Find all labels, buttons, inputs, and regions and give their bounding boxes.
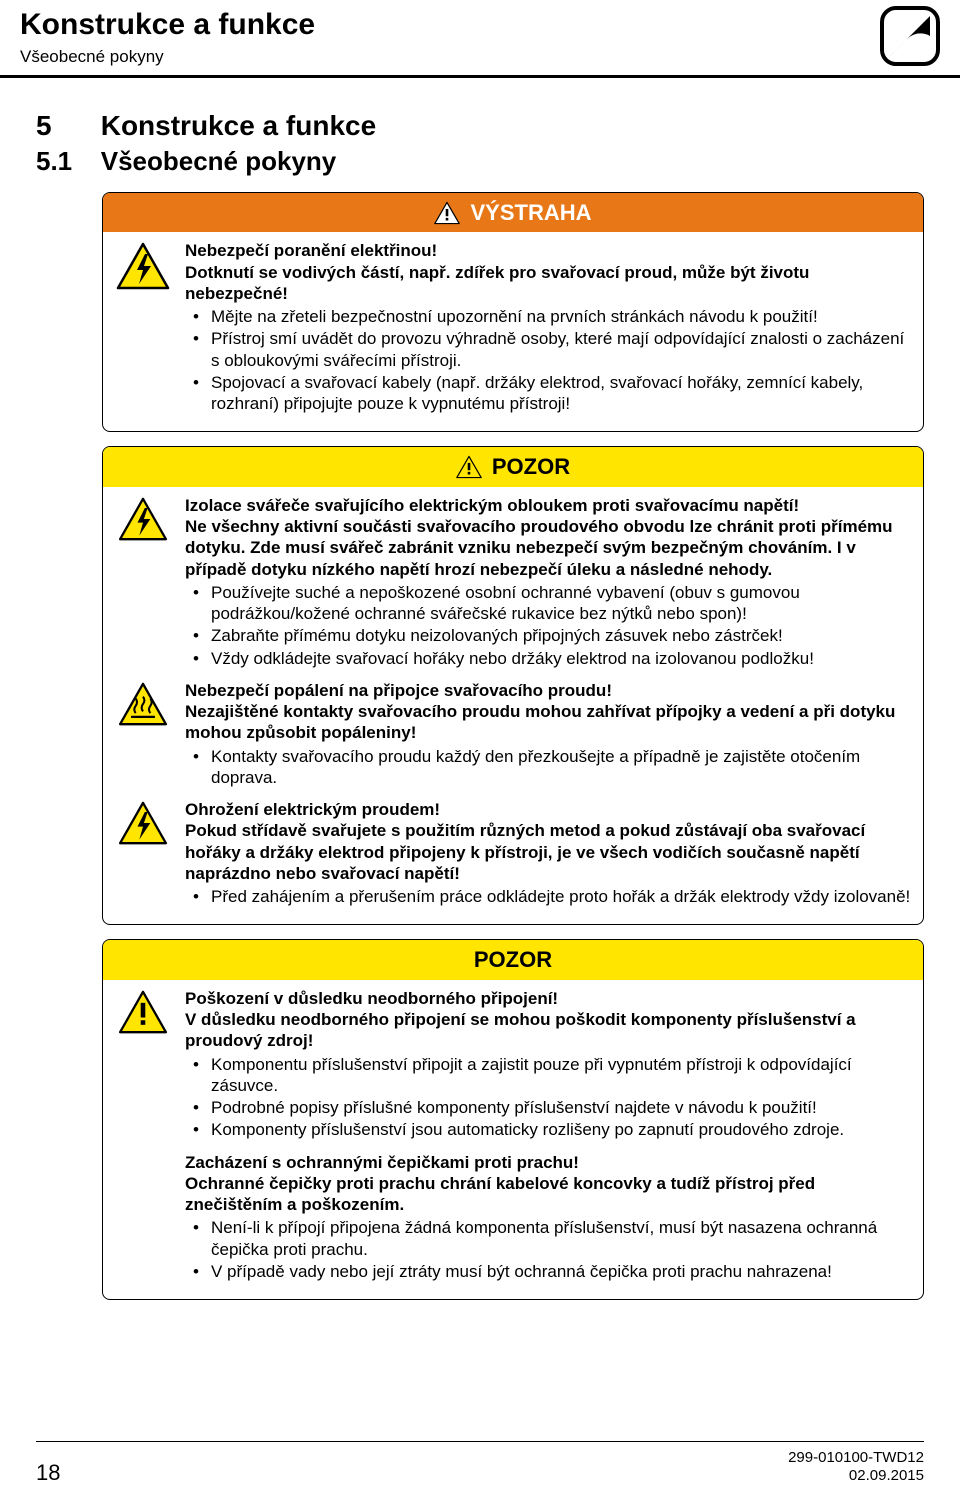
page-number: 18 — [36, 1459, 60, 1487]
content: 5 Konstrukce a funkce 5.1 Všeobecné poky… — [0, 78, 960, 1300]
c2g1-item: Podrobné popisy příslušné komponenty pří… — [211, 1097, 911, 1118]
c1g1-item: Vždy odkládejte svařovací hořáky nebo dr… — [211, 648, 911, 669]
caution-box-2: POZOR Poškození v důsledku neodborného p… — [102, 939, 924, 1300]
electric-hazard-icon — [118, 801, 168, 845]
warning-triangle-icon — [456, 455, 482, 479]
c2g2-item: Není-li k přípojí připojena žádná kompon… — [211, 1217, 911, 1260]
c2g2-bold-1: Zacházení s ochrannými čepičkami proti p… — [185, 1152, 911, 1173]
c1g1-bold-2: Ne všechny aktivní součásti svařovacího … — [185, 516, 911, 580]
warning-box: VÝSTRAHA Nebezpečí poranění elektřinou! … — [102, 192, 924, 433]
warning-body: Nebezpečí poranění elektřinou! Dotknutí … — [103, 232, 923, 431]
header-subtitle: Všeobecné pokyny — [20, 46, 315, 67]
warn-item: Přístroj smí uvádět do provozu výhradně … — [211, 328, 911, 371]
footer-right: 299-010100-TWD12 02.09.2015 — [788, 1449, 924, 1487]
c2g2-item: V případě vady nebo její ztráty musí být… — [211, 1261, 911, 1282]
footer: 18 299-010100-TWD12 02.09.2015 — [0, 1449, 960, 1487]
c2g1-bold-1: Poškození v důsledku neodborného připoje… — [185, 988, 911, 1009]
c2g2-bold-2: Ochranné čepičky proti prachu chrání kab… — [185, 1173, 911, 1216]
c1g3-bold-2: Pokud střídavě svařujete s použitím různ… — [185, 820, 911, 884]
header-title: Konstrukce a funkce — [20, 6, 315, 44]
c1g2-item: Kontakty svařovacího proudu každý den př… — [211, 746, 911, 789]
subsection-number: 5.1 — [36, 145, 96, 178]
brand-logo — [880, 6, 940, 71]
c1g1-bold-1: Izolace svářeče svařujícího elektrickým … — [185, 495, 911, 516]
warn-item: Spojovací a svařovací kabely (např. držá… — [211, 372, 911, 415]
warn-bold-2: Dotknutí se vodivých částí, např. zdířek… — [185, 262, 911, 305]
general-warning-icon — [118, 990, 168, 1034]
header-text: Konstrukce a funkce Všeobecné pokyny — [20, 6, 315, 67]
caution1-header: POZOR — [103, 447, 923, 487]
caution-box-1: POZOR Izolace svářeče svařujícího elektr… — [102, 446, 924, 925]
c1g2-bold-2: Nezajištěné kontakty svařovacího proudu … — [185, 701, 911, 744]
section-row: 5 Konstrukce a funkce — [36, 108, 924, 143]
c1g2-bold-1: Nebezpečí popálení na připojce svařovací… — [185, 680, 911, 701]
hot-surface-icon — [118, 682, 168, 726]
warning-header: VÝSTRAHA — [103, 193, 923, 233]
warning-triangle-icon — [434, 201, 460, 225]
doc-date: 02.09.2015 — [788, 1467, 924, 1486]
c2g1-item: Komponenty příslušenství jsou automatick… — [211, 1119, 911, 1140]
c2g1-bold-2: V důsledku neodborného připojení se moho… — [185, 1009, 911, 1052]
caution2-header: POZOR — [103, 940, 923, 980]
c1g3-item: Před zahájením a přerušením práce odklád… — [211, 886, 911, 907]
warning-label: VÝSTRAHA — [470, 199, 591, 227]
electric-hazard-icon — [118, 497, 168, 541]
warn-bold-1: Nebezpečí poranění elektřinou! — [185, 240, 911, 261]
c1g1-item: Používejte suché a nepoškozené osobní oc… — [211, 582, 911, 625]
section-number: 5 — [36, 108, 96, 143]
caution1-label: POZOR — [492, 453, 570, 481]
caution2-label: POZOR — [474, 946, 552, 974]
electric-hazard-icon — [116, 242, 170, 290]
doc-id: 299-010100-TWD12 — [788, 1449, 924, 1468]
warn-item: Mějte na zřeteli bezpečnostní upozornění… — [211, 306, 911, 327]
subsection-row: 5.1 Všeobecné pokyny — [36, 145, 924, 178]
subsection-title: Všeobecné pokyny — [101, 145, 337, 178]
page-header: Konstrukce a funkce Všeobecné pokyny — [0, 0, 960, 78]
c1g3-bold-1: Ohrožení elektrickým proudem! — [185, 799, 911, 820]
c2g1-item: Komponentu příslušenství připojit a zaji… — [211, 1054, 911, 1097]
caution2-body: Poškození v důsledku neodborného připoje… — [103, 980, 923, 1299]
footer-rule — [36, 1441, 924, 1442]
section-title: Konstrukce a funkce — [101, 108, 376, 143]
caution1-body: Izolace svářeče svařujícího elektrickým … — [103, 487, 923, 925]
c1g1-item: Zabraňte přímému dotyku neizolovaných př… — [211, 625, 911, 646]
